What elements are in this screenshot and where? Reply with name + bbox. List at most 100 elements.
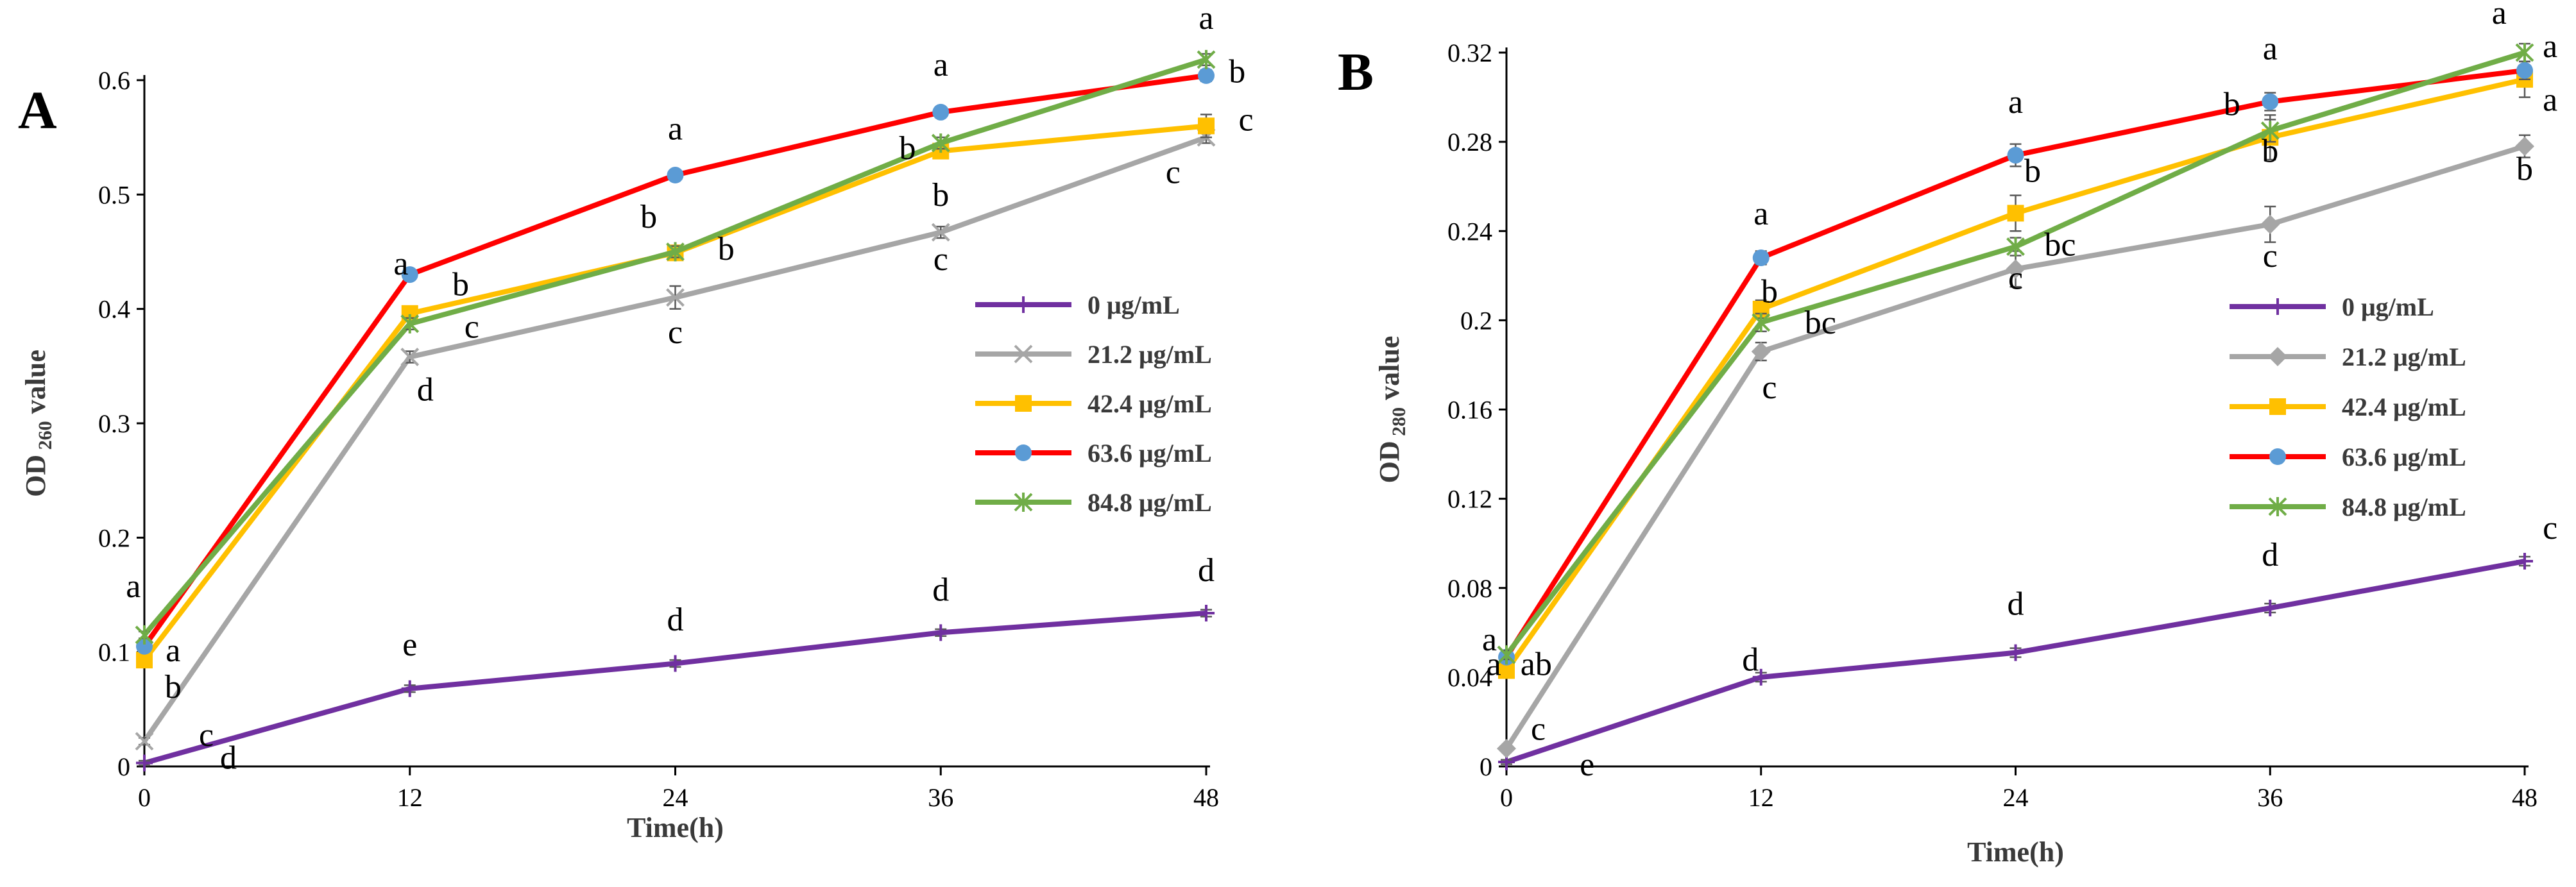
- significance-letter: c: [1762, 369, 1777, 406]
- significance-letter: c: [1531, 711, 1546, 747]
- legend-label: 42.4 μg/mL: [1088, 389, 1212, 418]
- legend-item-84-8-g-ml: 84.8 μg/mL: [2230, 493, 2466, 521]
- legend-label: 0 μg/mL: [2342, 292, 2434, 321]
- y-tick-label: 0.1: [98, 638, 130, 667]
- y-tick-label: 0.12: [1447, 485, 1492, 514]
- y-tick-label: 0.28: [1447, 128, 1492, 156]
- legend-label: 84.8 μg/mL: [2342, 493, 2466, 521]
- legend-marker: [2269, 298, 2286, 315]
- significance-letter: a: [1198, 0, 1213, 37]
- data-point: [931, 223, 950, 242]
- data-point: [2262, 600, 2279, 617]
- significance-letter: b: [2262, 133, 2278, 169]
- legend-label: 63.6 μg/mL: [1088, 439, 1212, 468]
- legend-item-42-4-g-ml: 42.4 μg/mL: [2230, 393, 2466, 421]
- significance-letter: b: [165, 669, 182, 705]
- data-point: [1751, 342, 1771, 362]
- legend-item-21-2-g-ml: 21.2 μg/mL: [2230, 342, 2466, 371]
- legend-marker: [1015, 296, 1032, 313]
- significance-letter: b: [2024, 153, 2041, 190]
- significance-letter: c: [668, 314, 683, 351]
- chart-panel-a: A 0 0.1 0.2 0.3 0.4 0.5 0.6 0 12 24 36 48 Time(h) OD 2…: [18, 0, 1254, 843]
- data-point: [2260, 121, 2280, 140]
- y-tick-label: 0.24: [1447, 217, 1492, 246]
- significance-letter: ab: [1521, 646, 1552, 682]
- y-tick-label: 0.16: [1447, 396, 1492, 425]
- data-point: [2006, 237, 2025, 257]
- y-tick-label: 0: [117, 752, 130, 781]
- data-point: [1497, 739, 1516, 759]
- significance-letter: bc: [1805, 305, 1836, 341]
- y-tick-label: 0.32: [1447, 38, 1492, 67]
- data-point: [666, 288, 685, 307]
- legend-marker: [2269, 398, 2286, 415]
- series-42-4-g-ml: [136, 114, 1215, 669]
- data-point: [2516, 62, 2533, 79]
- legend: 0 μg/mL 21.2 μg/mL 42.4 μg/mL 63.6 μg/mL 84.…: [2230, 292, 2466, 521]
- significance-letter: b: [2224, 86, 2240, 122]
- legend-label: 42.4 μg/mL: [2342, 393, 2466, 421]
- significance-letter: a: [2543, 81, 2557, 118]
- data-point: [1197, 49, 1216, 69]
- y-tick-label: 0: [1480, 752, 1492, 781]
- series-line: [142, 72, 1207, 648]
- data-point: [932, 103, 950, 121]
- series-0-g-ml: [1498, 553, 2533, 771]
- series-0-g-ml: [136, 605, 1215, 772]
- y-tick-label: 0.08: [1447, 574, 1492, 603]
- significance-letter: b: [1761, 274, 1778, 310]
- data-point: [401, 266, 418, 283]
- significance-letter: a: [2008, 84, 2023, 121]
- significance-letter: a: [126, 568, 141, 605]
- y-tick-label: 0.5: [98, 180, 130, 209]
- significance-letter: a: [2543, 28, 2557, 65]
- y-tick-label: 0.4: [98, 295, 130, 324]
- y-axis-title: OD 260 value: [20, 350, 56, 497]
- significance-letter: d: [932, 571, 949, 608]
- significance-letter: c: [1166, 155, 1181, 191]
- y-tick-label: 0.3: [98, 409, 130, 438]
- legend-item-42-4-g-ml: 42.4 μg/mL: [975, 389, 1212, 418]
- significance-letter: a: [166, 632, 180, 669]
- legend-item-21-2-g-ml: 21.2 μg/mL: [975, 340, 1212, 369]
- data-point: [2007, 146, 2024, 164]
- data-point: [1752, 312, 1771, 332]
- significance-letter: a: [934, 47, 948, 83]
- significance-letter: a: [2263, 30, 2278, 67]
- x-tick-label: 24: [2003, 783, 2029, 812]
- x-tick-label: 24: [663, 783, 688, 812]
- significance-letter: c: [2263, 238, 2278, 275]
- legend-label: 21.2 μg/mL: [2342, 342, 2466, 371]
- significance-letter: d: [1198, 552, 1215, 589]
- legend-marker: [1014, 493, 1033, 512]
- x-tick-label: 36: [2257, 783, 2283, 812]
- x-axis-title: Time(h): [627, 812, 724, 843]
- significance-letter: a: [2492, 0, 2507, 31]
- data-point: [2007, 644, 2024, 661]
- data-point: [667, 167, 684, 184]
- data-point: [1198, 67, 1215, 84]
- legend-item-0-g-ml: 0 μg/mL: [2230, 292, 2434, 321]
- data-point: [931, 133, 950, 153]
- significance-letter: b: [718, 231, 735, 267]
- significance-letter: d: [2262, 537, 2278, 573]
- legend-label: 21.2 μg/mL: [1088, 340, 1212, 369]
- legend-marker: [2268, 497, 2287, 516]
- significance-letter: b: [452, 266, 469, 303]
- legend-item-0-g-ml: 0 μg/mL: [975, 291, 1180, 319]
- data-point: [2262, 93, 2279, 110]
- data-point: [932, 624, 950, 641]
- x-tick-label: 0: [138, 783, 151, 812]
- significance-letter: d: [2008, 586, 2024, 622]
- significance-letter: a: [1487, 646, 1501, 682]
- data-point: [2007, 205, 2024, 222]
- significance-letter: c: [934, 241, 948, 278]
- legend-item-63-6-g-ml: 63.6 μg/mL: [2230, 443, 2466, 471]
- significance-letter: e: [1580, 747, 1594, 783]
- significance-letter: c: [1239, 101, 1254, 138]
- significance-letter: a: [668, 111, 683, 148]
- data-point: [2516, 553, 2533, 570]
- data-point: [136, 638, 153, 655]
- legend-marker: [1015, 395, 1032, 412]
